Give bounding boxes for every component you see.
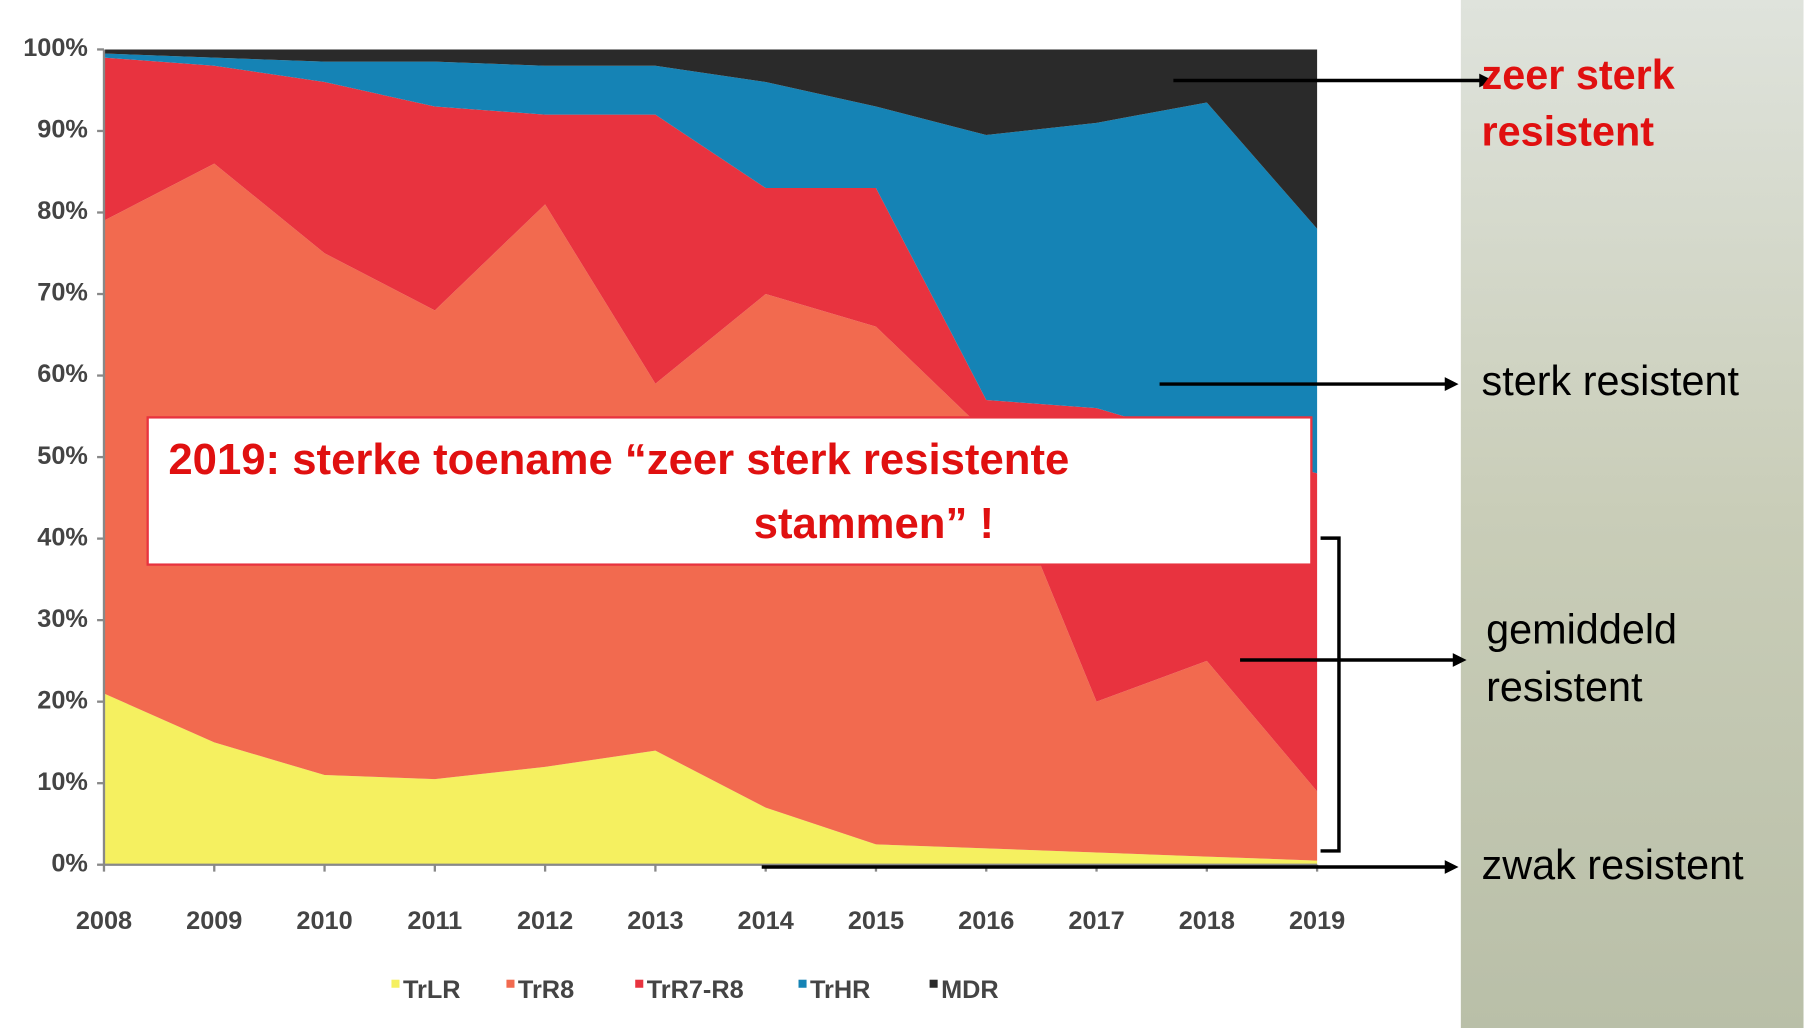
- area: [103, 53, 1318, 474]
- x-tick-label: 2010: [296, 907, 352, 935]
- annotation: resistent: [1482, 108, 1655, 154]
- x-tick-label: 2019: [1289, 907, 1345, 935]
- annotation: gemiddeld: [1486, 606, 1677, 652]
- annotation: zeer sterk: [1482, 52, 1676, 98]
- callout-box: [146, 416, 1313, 566]
- x-tick-label: 2011: [407, 907, 462, 935]
- callout-text: stammen” !: [754, 499, 994, 548]
- legend-swatch: [798, 979, 807, 988]
- x-tick-label: 2013: [627, 907, 683, 935]
- y-tick-label: 20%: [37, 686, 88, 714]
- callout-text: 2019: sterke toename “zeer sterk resiste…: [168, 435, 1069, 484]
- x-tick-label: 2016: [958, 907, 1014, 935]
- y-tick-label: 0%: [51, 849, 88, 877]
- background-photo: [1460, 0, 1804, 1028]
- y-tick-label: 40%: [37, 523, 88, 551]
- legend-label: MDR: [941, 976, 999, 1004]
- area: [103, 49, 1318, 229]
- x-tick-label: 2014: [738, 907, 794, 935]
- legend-label: TrR8: [518, 976, 574, 1004]
- y-tick-label: 70%: [37, 279, 88, 307]
- x-tick-label: 2012: [517, 907, 573, 935]
- y-tick-label: 90%: [37, 116, 88, 144]
- x-tick-label: 2015: [848, 907, 904, 935]
- annotation: zwak resistent: [1482, 842, 1745, 888]
- legend-label: TrLR: [403, 976, 461, 1004]
- y-tick-label: 30%: [37, 605, 88, 633]
- x-tick-label: 2018: [1179, 907, 1235, 935]
- y-tick-label: 100%: [23, 34, 88, 62]
- arrows: [761, 73, 1494, 874]
- legend-swatch: [929, 979, 938, 988]
- annotation: resistent: [1486, 664, 1643, 710]
- area: [103, 693, 1318, 865]
- y-tick-label: 10%: [37, 768, 88, 796]
- y-tick-label: 80%: [37, 197, 88, 225]
- x-tick-label: 2008: [76, 907, 132, 935]
- legend-label: TrHR: [810, 976, 870, 1004]
- legend-swatch: [391, 979, 400, 988]
- annotation: sterk resistent: [1482, 358, 1740, 404]
- y-tick-label: 50%: [37, 442, 88, 470]
- x-tick-label: 2017: [1068, 907, 1124, 935]
- legend-swatch: [506, 979, 515, 988]
- legend-label: TrR7-R8: [647, 976, 744, 1004]
- x-tick-label: 2009: [186, 907, 242, 935]
- legend-swatch: [635, 979, 644, 988]
- y-tick-label: 60%: [37, 360, 88, 388]
- area: [103, 57, 1318, 792]
